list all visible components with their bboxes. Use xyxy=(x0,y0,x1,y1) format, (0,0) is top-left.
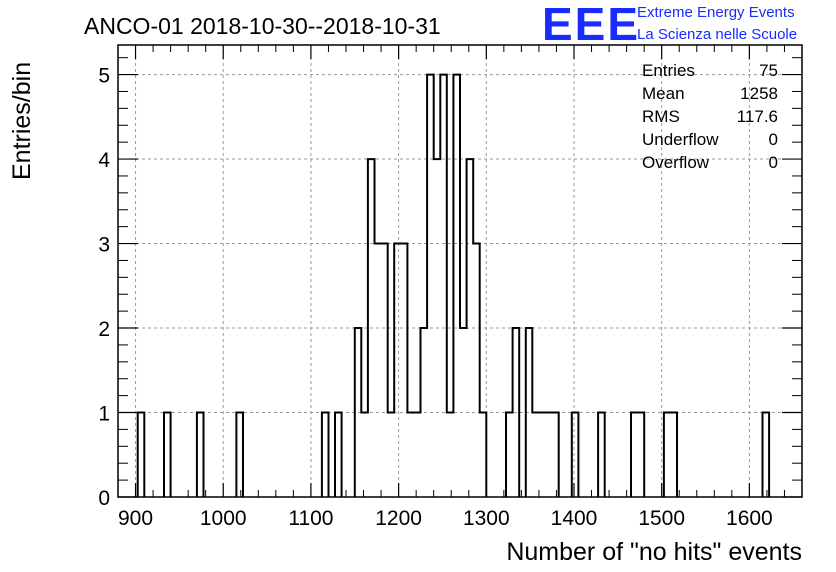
axis-ticks xyxy=(117,45,803,498)
x-tick-label: 1000 xyxy=(200,507,247,530)
stat-label-overflow: Overflow xyxy=(642,153,710,172)
stat-label-underflow: Underflow xyxy=(642,130,719,149)
eee-logo: EEE Extreme Energy Events La Scienza nel… xyxy=(542,0,797,50)
stat-value-rms: 117.6 xyxy=(737,107,778,126)
histogram-outline xyxy=(136,73,771,497)
y-tick-label: 4 xyxy=(98,149,110,172)
stat-value-underflow: 0 xyxy=(769,130,778,149)
x-tick-label: 1200 xyxy=(375,507,422,530)
x-tick-label: 1600 xyxy=(726,507,773,530)
y-tick-label: 2 xyxy=(98,318,110,341)
y-axis-title: Entries/bin xyxy=(8,62,36,180)
y-tick-label: 5 xyxy=(98,65,110,88)
x-tick-label: 1300 xyxy=(463,507,510,530)
plot-frame xyxy=(117,44,803,498)
logo-line-1: Extreme Energy Events xyxy=(637,4,795,21)
x-tick-label: 1400 xyxy=(551,507,598,530)
x-tick-label: 1100 xyxy=(288,507,333,530)
y-tick-label: 3 xyxy=(98,234,110,257)
y-tick-label: 0 xyxy=(98,487,110,510)
stat-label-rms: RMS xyxy=(642,107,680,126)
chart-title: ANCO-01 2018-10-30--2018-10-31 xyxy=(84,13,441,39)
x-tick-label: 900 xyxy=(118,507,153,530)
stat-value-mean: 1258 xyxy=(740,84,778,103)
x-axis-title: Number of "no hits" events xyxy=(506,538,802,566)
stats-box: Entries 75 Mean 1258 RMS 117.6 Underflow… xyxy=(642,61,778,172)
stat-value-overflow: 0 xyxy=(769,153,778,172)
stat-label-entries: Entries xyxy=(642,61,695,80)
tick-labels: 900 1000 1100 1200 1300 1400 1500 1600 0 1 2 3 4 5 xyxy=(98,65,772,530)
stat-value-entries: 75 xyxy=(759,61,778,80)
logo-mark: EEE xyxy=(542,0,640,50)
y-tick-label: 1 xyxy=(98,403,110,426)
x-tick-label: 1500 xyxy=(638,507,685,530)
stat-label-mean: Mean xyxy=(642,84,685,103)
logo-line-2: La Scienza nelle Scuole xyxy=(637,26,797,43)
